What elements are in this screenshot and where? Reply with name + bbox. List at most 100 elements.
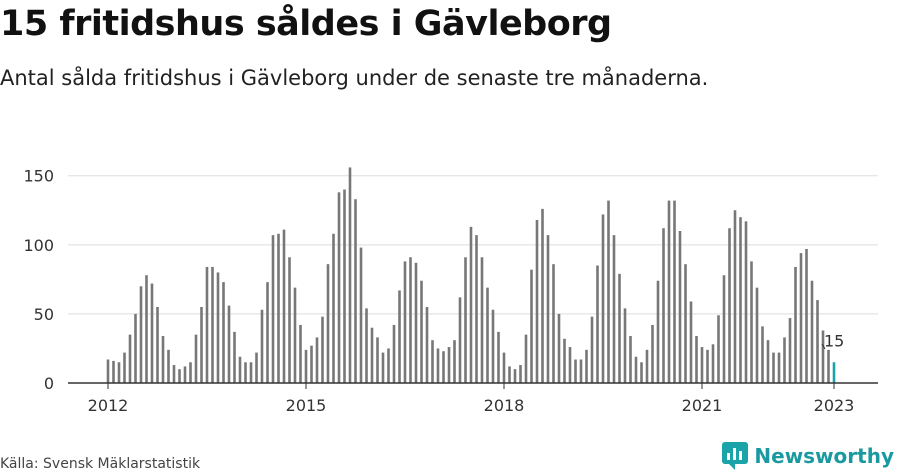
bar bbox=[783, 337, 786, 383]
bar bbox=[513, 369, 517, 383]
bar bbox=[711, 344, 715, 383]
bar bbox=[816, 300, 819, 383]
bar bbox=[722, 275, 726, 383]
bar bbox=[244, 362, 247, 383]
bar bbox=[805, 248, 808, 383]
bar bbox=[563, 338, 566, 383]
bar bbox=[827, 349, 830, 383]
bar bbox=[255, 352, 258, 383]
bar bbox=[145, 275, 148, 383]
bar bbox=[673, 200, 676, 383]
bar bbox=[403, 261, 407, 383]
bar bbox=[123, 352, 126, 383]
bar bbox=[172, 365, 176, 383]
bar bbox=[304, 349, 308, 383]
bar bbox=[161, 336, 165, 383]
bar bbox=[596, 265, 599, 383]
bar bbox=[662, 228, 665, 383]
bar bbox=[530, 269, 533, 383]
bar bbox=[139, 286, 143, 383]
bar bbox=[612, 235, 616, 383]
chart-title: 15 fritidshus såldes i Gävleborg bbox=[0, 4, 612, 44]
bar bbox=[733, 210, 737, 383]
bar bbox=[189, 362, 192, 383]
bar bbox=[585, 349, 588, 383]
bar bbox=[354, 199, 357, 383]
bar bbox=[618, 273, 621, 383]
bar bbox=[315, 337, 319, 383]
bar bbox=[794, 266, 797, 383]
bar bbox=[744, 221, 748, 383]
bar bbox=[167, 349, 170, 383]
bar bbox=[640, 362, 643, 383]
bar bbox=[222, 282, 225, 383]
bar bbox=[810, 280, 814, 383]
bar bbox=[568, 347, 572, 383]
bar bbox=[398, 290, 401, 383]
bar bbox=[772, 352, 775, 383]
bar bbox=[436, 348, 440, 383]
bar bbox=[134, 313, 137, 383]
bar bbox=[552, 264, 555, 383]
bar bbox=[469, 226, 473, 383]
bar bbox=[700, 347, 704, 383]
bar bbox=[464, 257, 467, 383]
bar bbox=[117, 362, 121, 383]
bar bbox=[112, 360, 115, 383]
bar bbox=[508, 366, 511, 383]
x-tick-label: 2018 bbox=[484, 396, 525, 415]
bar bbox=[442, 351, 445, 383]
bar bbox=[310, 345, 313, 383]
bar bbox=[761, 326, 764, 383]
bar bbox=[579, 359, 583, 383]
bar bbox=[282, 229, 286, 383]
x-tick-label: 2015 bbox=[286, 396, 327, 415]
highlight-pointer bbox=[821, 343, 826, 350]
bar bbox=[392, 324, 396, 383]
bar bbox=[607, 200, 610, 383]
x-tick-label: 2012 bbox=[88, 396, 129, 415]
bar bbox=[453, 340, 456, 383]
bar bbox=[689, 301, 693, 383]
bar bbox=[667, 200, 671, 383]
y-axis-ticks: 0 50 100 150 bbox=[23, 167, 54, 393]
newsworthy-logo[interactable]: Newsworthy bbox=[722, 442, 894, 470]
y-tick-label: 150 bbox=[23, 167, 54, 186]
bar bbox=[260, 309, 264, 383]
bar bbox=[684, 264, 687, 383]
bar bbox=[249, 362, 253, 383]
bar bbox=[755, 287, 759, 383]
bar bbox=[557, 313, 561, 383]
source-note: Källa: Svensk Mäklarstatistik bbox=[0, 456, 201, 472]
bar bbox=[541, 208, 544, 383]
bar bbox=[277, 233, 280, 383]
bar bbox=[629, 336, 632, 383]
bar bbox=[376, 337, 379, 383]
bar bbox=[777, 352, 781, 383]
bar bbox=[491, 309, 495, 383]
bar bbox=[717, 315, 720, 383]
bar bbox=[178, 369, 181, 383]
bar bbox=[299, 324, 302, 383]
grid-lines bbox=[68, 175, 878, 315]
bar bbox=[348, 167, 352, 383]
bar bbox=[365, 308, 368, 383]
bar bbox=[150, 283, 154, 383]
bar bbox=[458, 297, 462, 383]
bar bbox=[332, 233, 335, 383]
bar bbox=[343, 189, 346, 383]
bar bbox=[502, 352, 506, 383]
bar bbox=[799, 253, 803, 383]
y-tick-label: 0 bbox=[44, 374, 54, 393]
bar bbox=[359, 247, 363, 383]
bar bbox=[321, 316, 324, 383]
bar-highlight bbox=[832, 362, 836, 383]
bar bbox=[326, 264, 330, 383]
bar bbox=[535, 219, 539, 383]
bar bbox=[475, 235, 478, 383]
bar bbox=[519, 365, 522, 383]
bar bbox=[106, 359, 110, 383]
bar bbox=[750, 261, 753, 383]
bar bbox=[238, 356, 242, 383]
